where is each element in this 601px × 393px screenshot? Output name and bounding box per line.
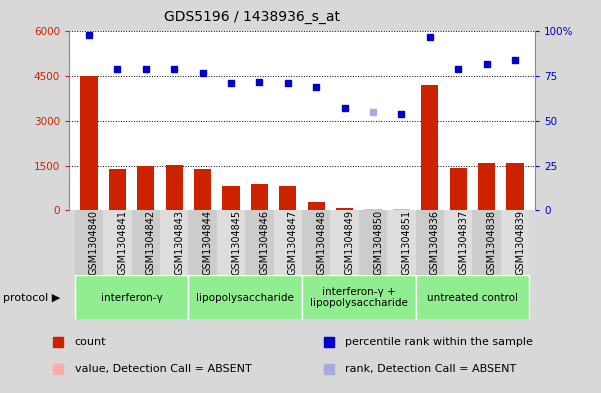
Bar <box>501 210 529 275</box>
Bar <box>103 210 132 275</box>
Text: interferon-γ: interferon-γ <box>101 293 162 303</box>
Bar <box>331 210 359 275</box>
Bar <box>251 184 268 210</box>
Text: lipopolysaccharide: lipopolysaccharide <box>197 293 294 303</box>
Bar <box>507 163 523 210</box>
Text: GSM1304844: GSM1304844 <box>203 210 213 275</box>
Text: GSM1304842: GSM1304842 <box>146 210 156 275</box>
Text: GSM1304837: GSM1304837 <box>458 210 468 275</box>
Text: GSM1304841: GSM1304841 <box>117 210 127 275</box>
Bar <box>217 210 245 275</box>
Text: interferon-γ +
lipopolysaccharide: interferon-γ + lipopolysaccharide <box>310 287 407 309</box>
Text: GSM1304840: GSM1304840 <box>89 210 99 275</box>
Bar <box>450 168 467 210</box>
Text: value, Detection Call = ABSENT: value, Detection Call = ABSENT <box>75 364 251 374</box>
Bar <box>109 169 126 210</box>
Bar <box>222 186 240 210</box>
Text: GSM1304846: GSM1304846 <box>260 210 269 275</box>
Bar <box>336 208 353 210</box>
Text: GDS5196 / 1438936_s_at: GDS5196 / 1438936_s_at <box>165 10 340 24</box>
Bar <box>421 85 438 210</box>
Text: GSM1304836: GSM1304836 <box>430 210 440 275</box>
Text: GSM1304850: GSM1304850 <box>373 210 383 275</box>
Bar <box>302 210 331 275</box>
Text: GSM1304847: GSM1304847 <box>288 210 298 275</box>
Text: GSM1304849: GSM1304849 <box>344 210 355 275</box>
Bar <box>416 210 444 275</box>
Text: untreated control: untreated control <box>427 293 518 303</box>
Bar <box>160 210 188 275</box>
Text: GSM1304851: GSM1304851 <box>401 210 412 275</box>
Bar <box>444 210 472 275</box>
Text: GSM1304839: GSM1304839 <box>515 210 525 275</box>
Text: protocol ▶: protocol ▶ <box>3 293 60 303</box>
Bar <box>194 169 211 210</box>
Bar <box>302 275 416 320</box>
Text: percentile rank within the sample: percentile rank within the sample <box>345 337 533 347</box>
Bar <box>75 275 188 320</box>
Bar <box>75 210 103 275</box>
Bar <box>364 209 382 210</box>
Text: GSM1304838: GSM1304838 <box>487 210 496 275</box>
Bar <box>279 186 296 210</box>
Text: count: count <box>75 337 106 347</box>
Bar <box>188 210 217 275</box>
Bar <box>132 210 160 275</box>
Bar <box>478 163 495 210</box>
Bar <box>416 275 529 320</box>
Bar <box>245 210 273 275</box>
Bar <box>166 165 183 210</box>
Bar <box>308 202 325 210</box>
Bar <box>393 209 410 210</box>
Bar <box>273 210 302 275</box>
Text: GSM1304848: GSM1304848 <box>316 210 326 275</box>
Bar <box>359 210 387 275</box>
Bar <box>81 76 97 210</box>
Bar <box>472 210 501 275</box>
Text: GSM1304845: GSM1304845 <box>231 210 241 275</box>
Text: GSM1304843: GSM1304843 <box>174 210 184 275</box>
Bar <box>387 210 416 275</box>
Text: rank, Detection Call = ABSENT: rank, Detection Call = ABSENT <box>345 364 516 374</box>
Bar <box>188 275 302 320</box>
Bar <box>137 166 154 210</box>
